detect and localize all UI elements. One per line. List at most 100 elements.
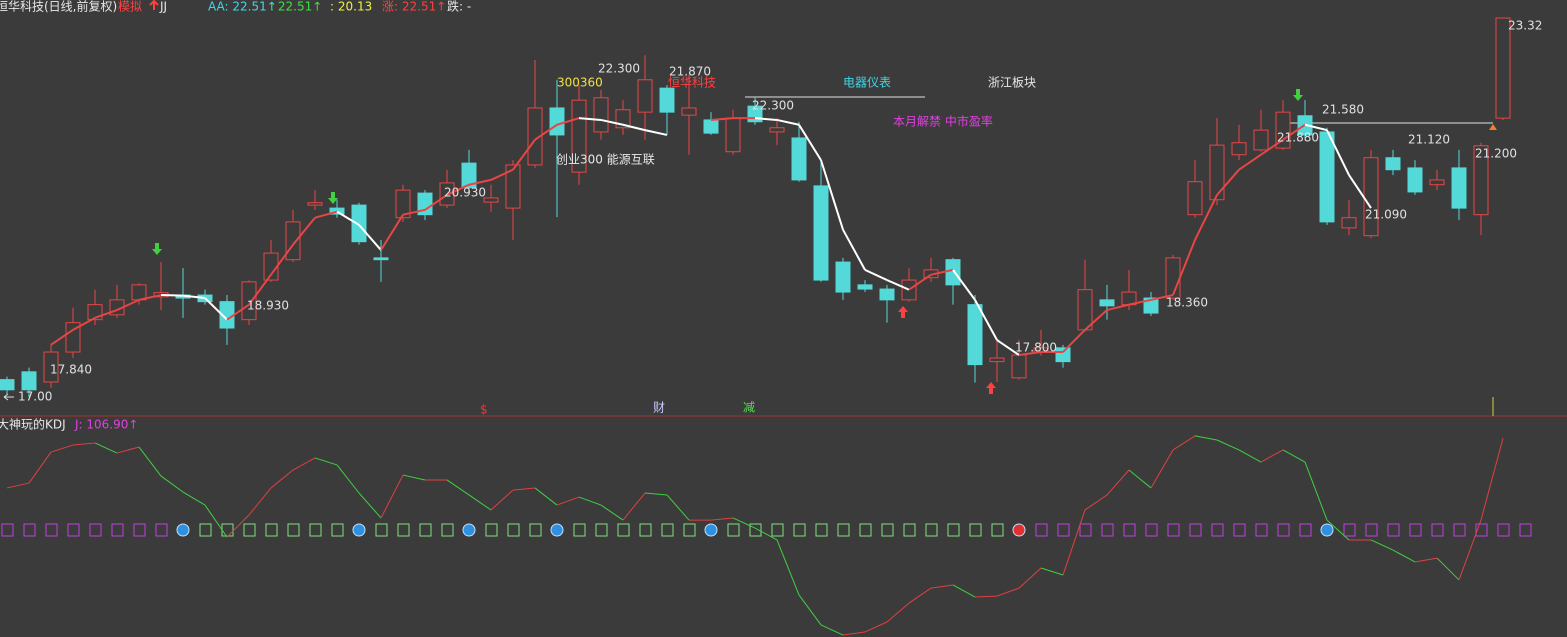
trend-line: [578, 117, 602, 121]
signal-dot: [176, 523, 190, 537]
kdj-line: [666, 494, 690, 521]
candle-body: [681, 107, 697, 116]
candle-body: [527, 107, 543, 166]
kdj-line: [94, 442, 118, 454]
kdj-line: [534, 487, 558, 506]
signal-square: [331, 523, 344, 537]
signal-square: [1387, 523, 1400, 537]
candle-body: [1385, 157, 1401, 171]
kdj-line: [1260, 449, 1284, 463]
trend-line: [1106, 303, 1130, 312]
kdj-line: [1480, 438, 1504, 521]
kdj-line: [1238, 449, 1262, 463]
annotation: 创业300 能源互联: [556, 153, 655, 167]
annotation: 22.300: [752, 99, 794, 113]
candle-body: [1473, 145, 1489, 216]
kdj-line: [820, 624, 844, 636]
candle-body: [857, 284, 873, 290]
annotation: 22.300: [598, 62, 640, 76]
candle-body: [241, 281, 257, 321]
candle-body: [0, 379, 15, 391]
candle-body: [659, 87, 675, 113]
signal-square: [1475, 523, 1488, 537]
candle-body: [1451, 167, 1467, 209]
annotation: 18.360: [1166, 296, 1208, 310]
candle-body: [395, 189, 411, 219]
candle-body: [593, 97, 609, 133]
signal-square: [1057, 523, 1070, 537]
kdj-line: [578, 496, 602, 506]
signal-square: [1189, 523, 1202, 537]
down-arrow: [152, 243, 162, 255]
candle-body: [835, 261, 851, 293]
signal-square: [1409, 523, 1422, 537]
signal-square: [1255, 523, 1268, 537]
annotation: 减: [743, 401, 755, 415]
kdj-line: [1370, 539, 1394, 551]
annotation: 17.800: [1015, 341, 1057, 355]
signal-square: [529, 523, 542, 537]
signal-arrows: [152, 89, 1303, 255]
up-arrow: [986, 382, 996, 394]
candle-body: [307, 202, 323, 206]
kdj-line: [380, 474, 404, 519]
kdj-line: [1150, 449, 1174, 489]
signal-square: [89, 523, 102, 537]
candle-body: [1341, 217, 1357, 229]
signal-dot: [462, 523, 476, 537]
candle-body: [945, 259, 961, 286]
trend-line: [248, 274, 272, 306]
trend-line: [974, 299, 998, 341]
annotation: 20.930: [444, 186, 486, 200]
signal-square: [111, 523, 124, 537]
signal-square: [221, 523, 234, 537]
trend-line: [1326, 129, 1350, 176]
signal-square: [815, 523, 828, 537]
candle-body: [1077, 289, 1093, 331]
trend-line: [754, 117, 778, 121]
signal-square: [265, 523, 278, 537]
signal-square: [133, 523, 146, 537]
signal-dot: [1320, 523, 1334, 537]
signal-square: [617, 523, 630, 537]
marker: [1489, 124, 1497, 130]
trend-line: [72, 316, 96, 331]
trend-line: [204, 297, 228, 321]
signal-square: [749, 523, 762, 537]
kdj-line: [1216, 439, 1240, 451]
candle-body: [131, 284, 147, 301]
kdj-line: [490, 489, 514, 511]
trend-line: [710, 117, 734, 121]
signal-square: [683, 523, 696, 537]
signal-square: [661, 523, 674, 537]
kdj-line: [864, 621, 888, 633]
signal-square: [1035, 523, 1048, 537]
kdj-line: [1436, 557, 1460, 581]
kdj-line: [1194, 435, 1218, 441]
trend-line: [270, 244, 294, 276]
trend-line: [1260, 138, 1284, 156]
trend-line: [908, 273, 932, 291]
trend-line: [776, 118, 800, 126]
trend-line: [820, 159, 844, 230]
signal-square: [1123, 523, 1136, 537]
candle-body: [989, 357, 1005, 363]
signal-square: [485, 523, 498, 537]
signal-square: [1101, 523, 1114, 537]
candle-body: [813, 185, 829, 281]
trend-line: [138, 294, 162, 301]
candle-body: [1143, 297, 1159, 314]
kdj-line: [292, 457, 316, 471]
kdj-line: [1282, 449, 1306, 463]
trend-line: [380, 214, 404, 251]
annotation: 17.00: [18, 390, 52, 404]
trend-line: [512, 139, 536, 171]
kdj-line: [930, 584, 954, 589]
trend-line: [600, 118, 624, 126]
signal-square: [859, 523, 872, 537]
kdj-line: [468, 494, 492, 511]
signal-square: [67, 523, 80, 537]
trend-line: [1128, 298, 1152, 306]
